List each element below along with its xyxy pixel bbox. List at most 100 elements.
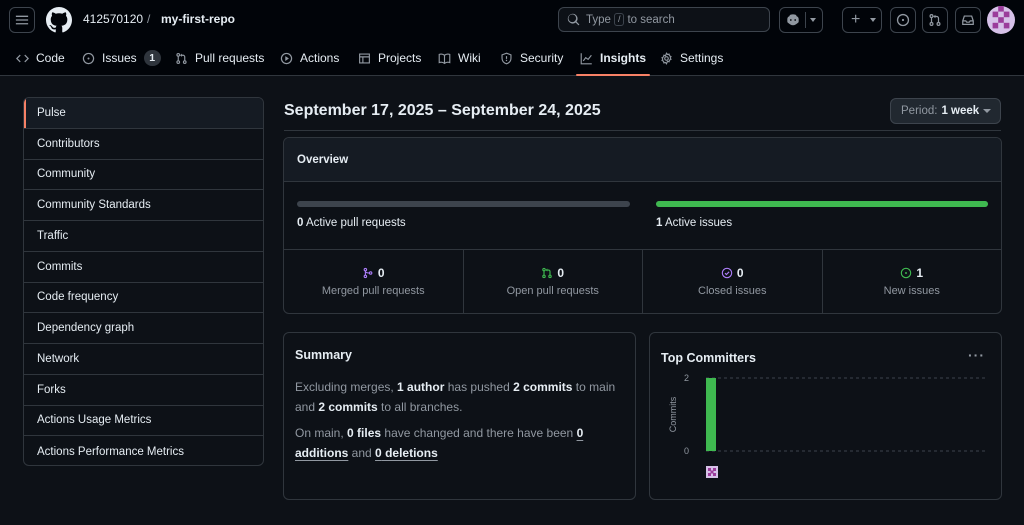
top-committers-panel: Top Committers ··· 0 2 Commits (649, 332, 1002, 500)
search-text-after: to search (627, 13, 675, 26)
authors-count: 1 author (397, 380, 445, 394)
sidebar-item-community[interactable]: Community (24, 160, 263, 191)
chevron-down-icon (870, 18, 876, 22)
copilot-icon (787, 14, 799, 26)
active-issues-bar (656, 201, 988, 207)
avatar[interactable] (987, 6, 1015, 34)
overview-panel: Overview 0 Active pull requests 1 Active… (283, 137, 1002, 314)
copilot-button[interactable] (779, 7, 823, 33)
files-changed-count: 0 files (347, 426, 382, 440)
kebab-menu-button[interactable]: ··· (968, 347, 985, 363)
tab-projects[interactable]: Projects (358, 40, 421, 76)
graph-icon (580, 52, 592, 64)
stat-new-issues[interactable]: 1 New issues (883, 266, 940, 297)
summary-panel: Summary Excluding merges, 1 author has p… (283, 332, 636, 500)
tab-settings[interactable]: Settings (660, 40, 723, 76)
tab-security[interactable]: Security (500, 40, 563, 76)
search-input[interactable]: Type / to search (558, 7, 770, 32)
breadcrumb-separator: / (147, 12, 151, 26)
git-merge-icon (363, 267, 373, 279)
git-pull-request-icon (542, 267, 553, 279)
play-icon (280, 52, 293, 64)
active-prs-bar (297, 201, 630, 207)
plus-icon: + (851, 11, 861, 28)
git-pull-request-icon (929, 14, 941, 26)
issue-closed-icon (721, 267, 733, 279)
sidebar-item-pulse[interactable]: Pulse (24, 98, 263, 129)
active-issues-bar-fill (656, 201, 988, 207)
gear-icon (661, 51, 672, 65)
tab-issues[interactable]: Issues 1 (82, 40, 161, 76)
identicon-icon (992, 6, 1010, 29)
sidebar-item-network[interactable]: Network (24, 344, 263, 375)
sidebar-item-forks[interactable]: Forks (24, 375, 263, 406)
issue-opened-icon (896, 13, 910, 27)
summary-title: Summary (295, 348, 352, 362)
tab-pull-requests[interactable]: Pull requests (175, 40, 264, 76)
tab-wiki[interactable]: Wiki (438, 40, 481, 76)
active-issues-label: Active issues (664, 217, 733, 229)
chart-ytick-label: 0 (684, 446, 689, 456)
top-committers-title: Top Committers (661, 351, 756, 365)
overview-title: Overview (284, 138, 1001, 182)
overview-stats: 0 Merged pull requests 0 Open pull reque… (284, 249, 1001, 313)
active-issues-count: 1 (656, 217, 663, 229)
committers-chart: 0 2 Commits (668, 373, 988, 478)
inbox-icon (962, 15, 974, 25)
search-text-before: Type (586, 13, 611, 26)
tab-actions[interactable]: Actions (280, 40, 339, 76)
sidebar-item-traffic[interactable]: Traffic (24, 221, 263, 252)
inbox-button[interactable] (955, 7, 981, 33)
code-icon (16, 54, 29, 62)
commits-main-count: 2 commits (513, 380, 573, 394)
create-new-button[interactable]: + (842, 7, 882, 33)
stat-open-prs[interactable]: 0 Open pull requests (464, 250, 643, 313)
breadcrumb-repo[interactable]: my-first-repo (161, 12, 236, 26)
chevron-down-icon (983, 109, 991, 113)
period-value: 1 week (941, 105, 980, 117)
sidebar-item-actions-usage-metrics[interactable]: Actions Usage Metrics (24, 406, 263, 437)
issue-opened-icon (82, 52, 95, 64)
deletions-link[interactable]: 0 deletions (375, 446, 438, 460)
sidebar-item-code-frequency[interactable]: Code frequency (24, 283, 263, 314)
book-icon (438, 53, 451, 64)
github-logo-icon[interactable] (46, 7, 72, 33)
sidebar-item-dependency-graph[interactable]: Dependency graph (24, 313, 263, 344)
breadcrumb-owner[interactable]: 412570120 (83, 12, 144, 26)
tab-code[interactable]: Code (16, 40, 65, 76)
tab-insights[interactable]: Insights (575, 40, 651, 76)
active-prs-label: Active pull requests (305, 217, 406, 229)
issue-opened-icon (901, 267, 912, 279)
stat-merged-prs[interactable]: 0 Merged pull requests (284, 250, 464, 313)
sidebar-item-community-standards[interactable]: Community Standards (24, 190, 263, 221)
hamburger-icon (15, 15, 29, 25)
search-shortcut-key: / (613, 13, 625, 26)
summary-commits-text: Excluding merges, 1 author has pushed 2 … (295, 380, 616, 414)
chart-ylabel: Commits (668, 396, 678, 432)
search-icon (567, 13, 580, 26)
chevron-down-icon[interactable] (810, 18, 816, 22)
additions-link[interactable]: 0 additions (295, 426, 584, 460)
active-prs-link[interactable]: 0 Active pull requests (297, 217, 406, 229)
active-issues-link[interactable]: 1 Active issues (656, 217, 732, 229)
active-prs-count: 0 (297, 217, 304, 229)
table-icon (359, 52, 370, 64)
divider (284, 130, 1001, 131)
shield-icon (501, 52, 512, 64)
sidebar-item-actions-performance-metrics[interactable]: Actions Performance Metrics (37, 445, 184, 458)
chart-ytick-label: 2 (684, 373, 689, 383)
stat-closed-issues[interactable]: 0 Closed issues (643, 250, 823, 313)
period-label: Period: (901, 105, 938, 117)
page-title: September 17, 2025 – September 24, 2025 (284, 102, 601, 119)
menu-button[interactable] (9, 7, 35, 33)
issues-count-badge: 1 (143, 50, 161, 66)
pull-requests-button[interactable] (922, 7, 948, 33)
repo-tab-bar (0, 40, 1024, 76)
issues-button[interactable] (890, 7, 916, 33)
committer-avatar-icon[interactable] (706, 466, 718, 478)
summary-files-text: On main, 0 files have changed and there … (295, 426, 584, 460)
period-select[interactable]: Period: 1 week (890, 98, 1001, 124)
git-pull-request-icon (176, 52, 187, 64)
sidebar-item-contributors[interactable]: Contributors (24, 129, 263, 160)
sidebar-item-commits[interactable]: Commits (24, 252, 263, 283)
